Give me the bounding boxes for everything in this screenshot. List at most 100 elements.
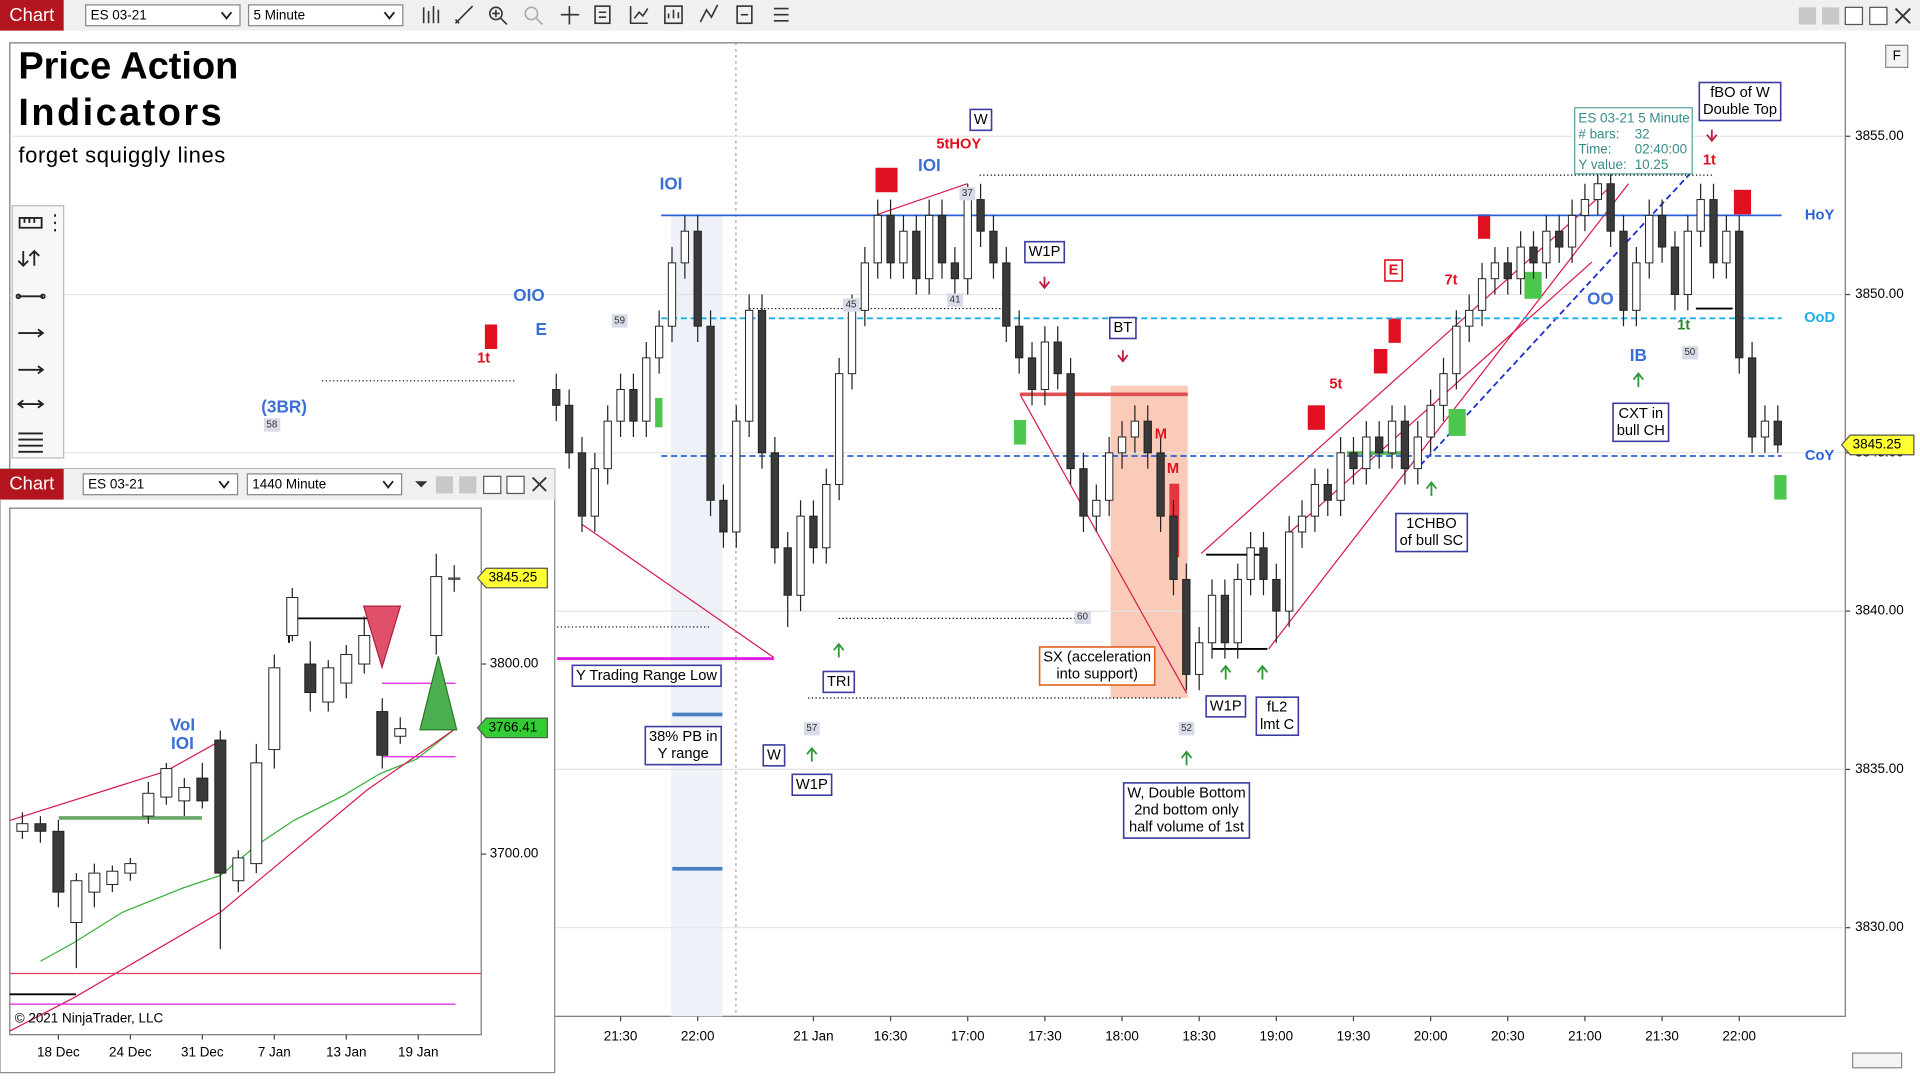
x-tick-label: 19:00 — [1259, 1029, 1293, 1044]
interval-select[interactable] — [246, 473, 403, 496]
candle-body — [706, 325, 715, 501]
candle-body — [1336, 452, 1345, 501]
annotation: into support) — [1056, 667, 1138, 683]
chart-tab[interactable] — [0, 0, 64, 31]
candle-body — [1593, 183, 1602, 201]
x-tick-label: 13 Jan — [326, 1045, 366, 1060]
instrument-select[interactable] — [82, 473, 239, 496]
candle-body — [886, 214, 895, 264]
candle-body — [448, 577, 461, 580]
annotation-box — [1205, 695, 1247, 718]
candle-body — [564, 404, 574, 454]
candle-body — [1130, 420, 1140, 438]
menu-caret[interactable] — [415, 481, 428, 488]
candle-body — [250, 762, 263, 865]
candle-body — [1657, 214, 1667, 248]
chart-tab-label: Chart — [9, 473, 54, 494]
candle-body — [394, 728, 407, 737]
maximize-button[interactable] — [1844, 6, 1864, 26]
candle-body — [783, 547, 792, 596]
candle-body — [1220, 594, 1230, 644]
tag-box — [947, 293, 963, 307]
annotation: CXT in — [1619, 406, 1664, 422]
maximize-button[interactable] — [483, 475, 502, 495]
dropdown-caret — [218, 480, 230, 489]
candle-body — [1452, 325, 1461, 375]
annotation: TRI — [827, 674, 851, 690]
annotation-box — [1395, 512, 1469, 553]
instrument-select[interactable] — [85, 4, 241, 27]
annotation: Price Action — [18, 46, 238, 88]
annotation-box — [1024, 240, 1066, 264]
scroll-control[interactable] — [1852, 1052, 1903, 1069]
candle-body — [1439, 373, 1448, 406]
candle-body — [1670, 246, 1680, 296]
candle-body — [1272, 578, 1281, 612]
annotation: M — [1155, 427, 1167, 443]
toolbar-icons[interactable] — [422, 4, 789, 26]
annotation-box — [791, 773, 833, 797]
close-button[interactable] — [532, 476, 547, 492]
candle-body — [1490, 262, 1500, 280]
annotation: 52 — [1181, 723, 1192, 734]
candle-body — [693, 230, 702, 327]
candle-body — [286, 597, 299, 637]
candle-body — [1015, 325, 1024, 359]
window-button[interactable] — [459, 476, 477, 494]
candle-body — [178, 787, 191, 802]
marker-bar — [672, 712, 723, 717]
candle-body — [1362, 436, 1371, 470]
annotation-box — [1038, 646, 1156, 686]
candle-body — [1696, 199, 1705, 232]
candle-body — [616, 389, 625, 422]
candle-body — [268, 667, 281, 751]
side-button[interactable] — [1885, 44, 1909, 68]
candle-body — [1285, 531, 1294, 612]
dropdown-caret — [382, 480, 394, 489]
y-tick-label: 3800.00 — [490, 656, 539, 671]
x-tick-label: 16:30 — [874, 1029, 908, 1044]
candle-body — [1400, 420, 1410, 470]
x-tick-label: 19:30 — [1337, 1029, 1371, 1044]
candle-body — [340, 654, 353, 684]
close-button[interactable] — [1894, 7, 1911, 24]
window-button[interactable] — [435, 476, 454, 494]
candle-body — [950, 262, 960, 280]
interval-select[interactable] — [247, 4, 404, 27]
drawing-tools[interactable] — [11, 205, 65, 459]
candle-body — [322, 667, 335, 703]
restore-button[interactable] — [506, 475, 525, 495]
candle-body — [52, 830, 65, 893]
chart-tab[interactable] — [0, 468, 64, 500]
price-marker — [476, 717, 548, 739]
candle-body — [124, 863, 137, 874]
drawings — [322, 129, 1787, 871]
candle-body — [873, 214, 882, 264]
y-tick-label: 3830.00 — [1855, 919, 1904, 934]
candle-body — [1323, 483, 1332, 501]
annotation: IOI — [918, 155, 941, 175]
annotation: 45 — [846, 299, 857, 310]
sell-triangle — [362, 605, 402, 670]
candle-body — [796, 515, 805, 596]
annotation: 1t — [477, 351, 490, 367]
tool-icons[interactable] — [15, 214, 57, 453]
window-button[interactable] — [1798, 7, 1816, 25]
candle-body — [358, 635, 371, 665]
annotation: 50 — [1684, 347, 1695, 358]
level-label: OoD — [1804, 310, 1835, 326]
annotation: 5tHOY — [936, 136, 981, 152]
candle-body — [1516, 246, 1525, 280]
window-button[interactable] — [1822, 7, 1840, 25]
annotation: W1P — [796, 777, 828, 793]
x-tick-label: 22:00 — [681, 1029, 715, 1044]
candle-body — [989, 230, 998, 264]
candle-body — [1040, 341, 1050, 390]
restore-button[interactable] — [1869, 6, 1888, 26]
level-label: HoY — [1805, 207, 1835, 223]
candle-body — [1079, 468, 1088, 517]
info-box: ES 03-21 5 Minute# bars: 32 Time: 02:40:00 Y… — [1574, 107, 1693, 175]
candle-body — [757, 309, 767, 454]
annotation: 41 — [950, 295, 961, 306]
